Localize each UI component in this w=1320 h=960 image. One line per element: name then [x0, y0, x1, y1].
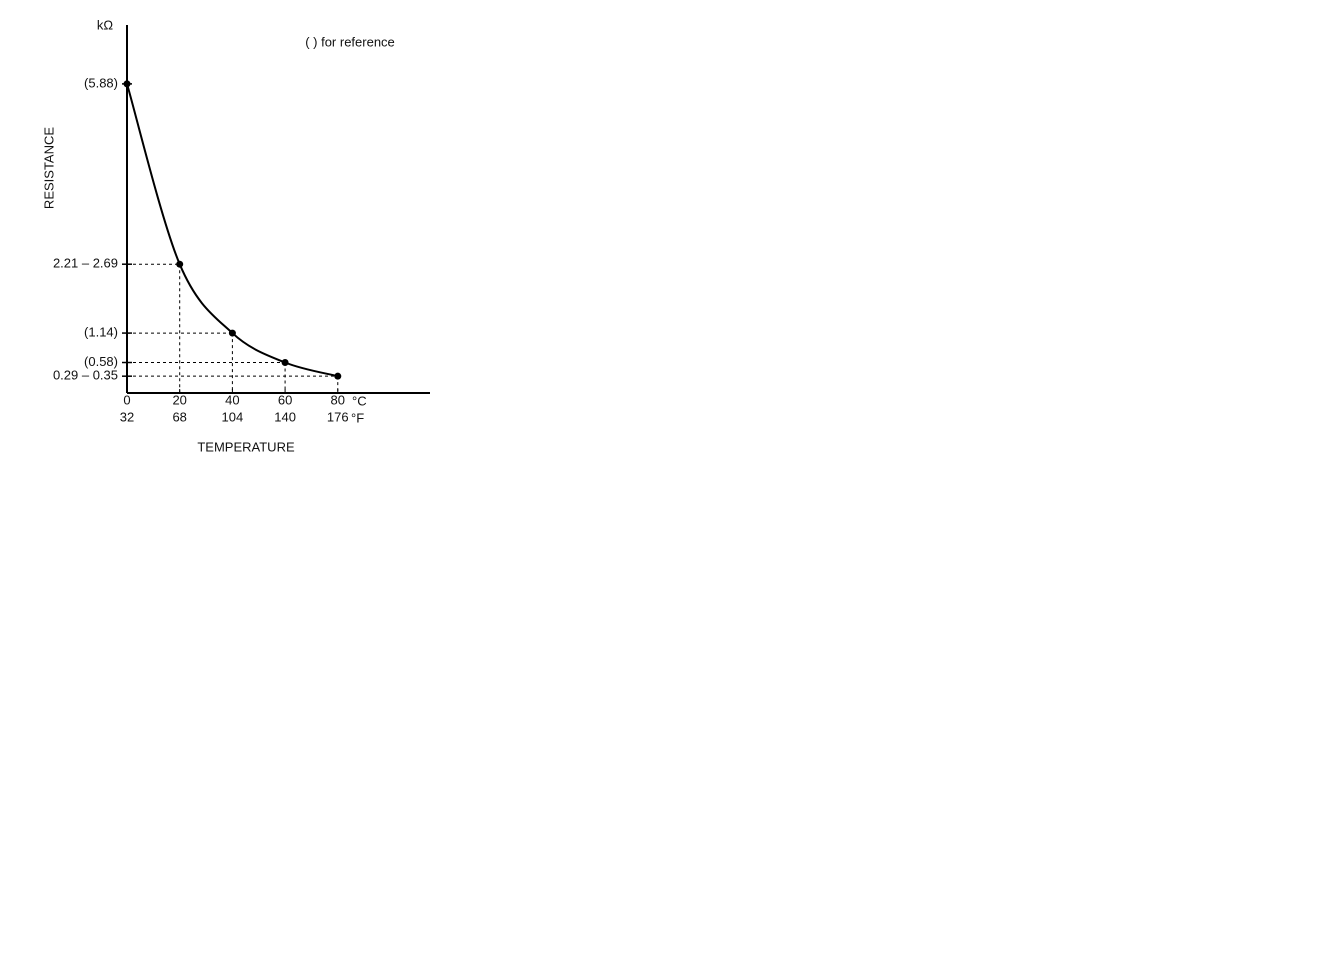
chart-title: ( ) for reference: [305, 34, 395, 49]
x2-tick-label: 140: [274, 409, 296, 424]
point: [334, 372, 342, 380]
y-tick-label: (1.14): [84, 325, 118, 340]
point: [281, 359, 289, 367]
y-tick-label: (0.58): [84, 354, 118, 369]
y-axis-label: RESISTANCE: [41, 127, 56, 209]
point: [176, 260, 184, 268]
y-unit: kΩ: [97, 17, 114, 32]
x-tick-label: 40: [225, 392, 239, 407]
x-tick-label: 0: [123, 392, 130, 407]
x2-tick-label: 68: [172, 409, 186, 424]
x2-tick-label: 32: [120, 409, 134, 424]
y-tick-label: 2.21 – 2.69: [53, 256, 118, 271]
x-unit: °C: [352, 393, 367, 408]
point: [123, 80, 131, 88]
x-tick-label: 80: [331, 392, 345, 407]
y-tick-label: (5.88): [84, 75, 118, 90]
y-tick-label: 0.29 – 0.35: [53, 368, 118, 383]
curve: [126, 83, 339, 378]
x-axis-label: TEMPERATURE: [197, 439, 295, 454]
x2-tick-label: 104: [222, 409, 244, 424]
x-tick-label: 20: [172, 392, 186, 407]
x2-tick-label: 176: [327, 409, 349, 424]
point: [228, 329, 236, 337]
x-tick-label: 60: [278, 392, 292, 407]
x2-unit: °F: [351, 410, 364, 425]
